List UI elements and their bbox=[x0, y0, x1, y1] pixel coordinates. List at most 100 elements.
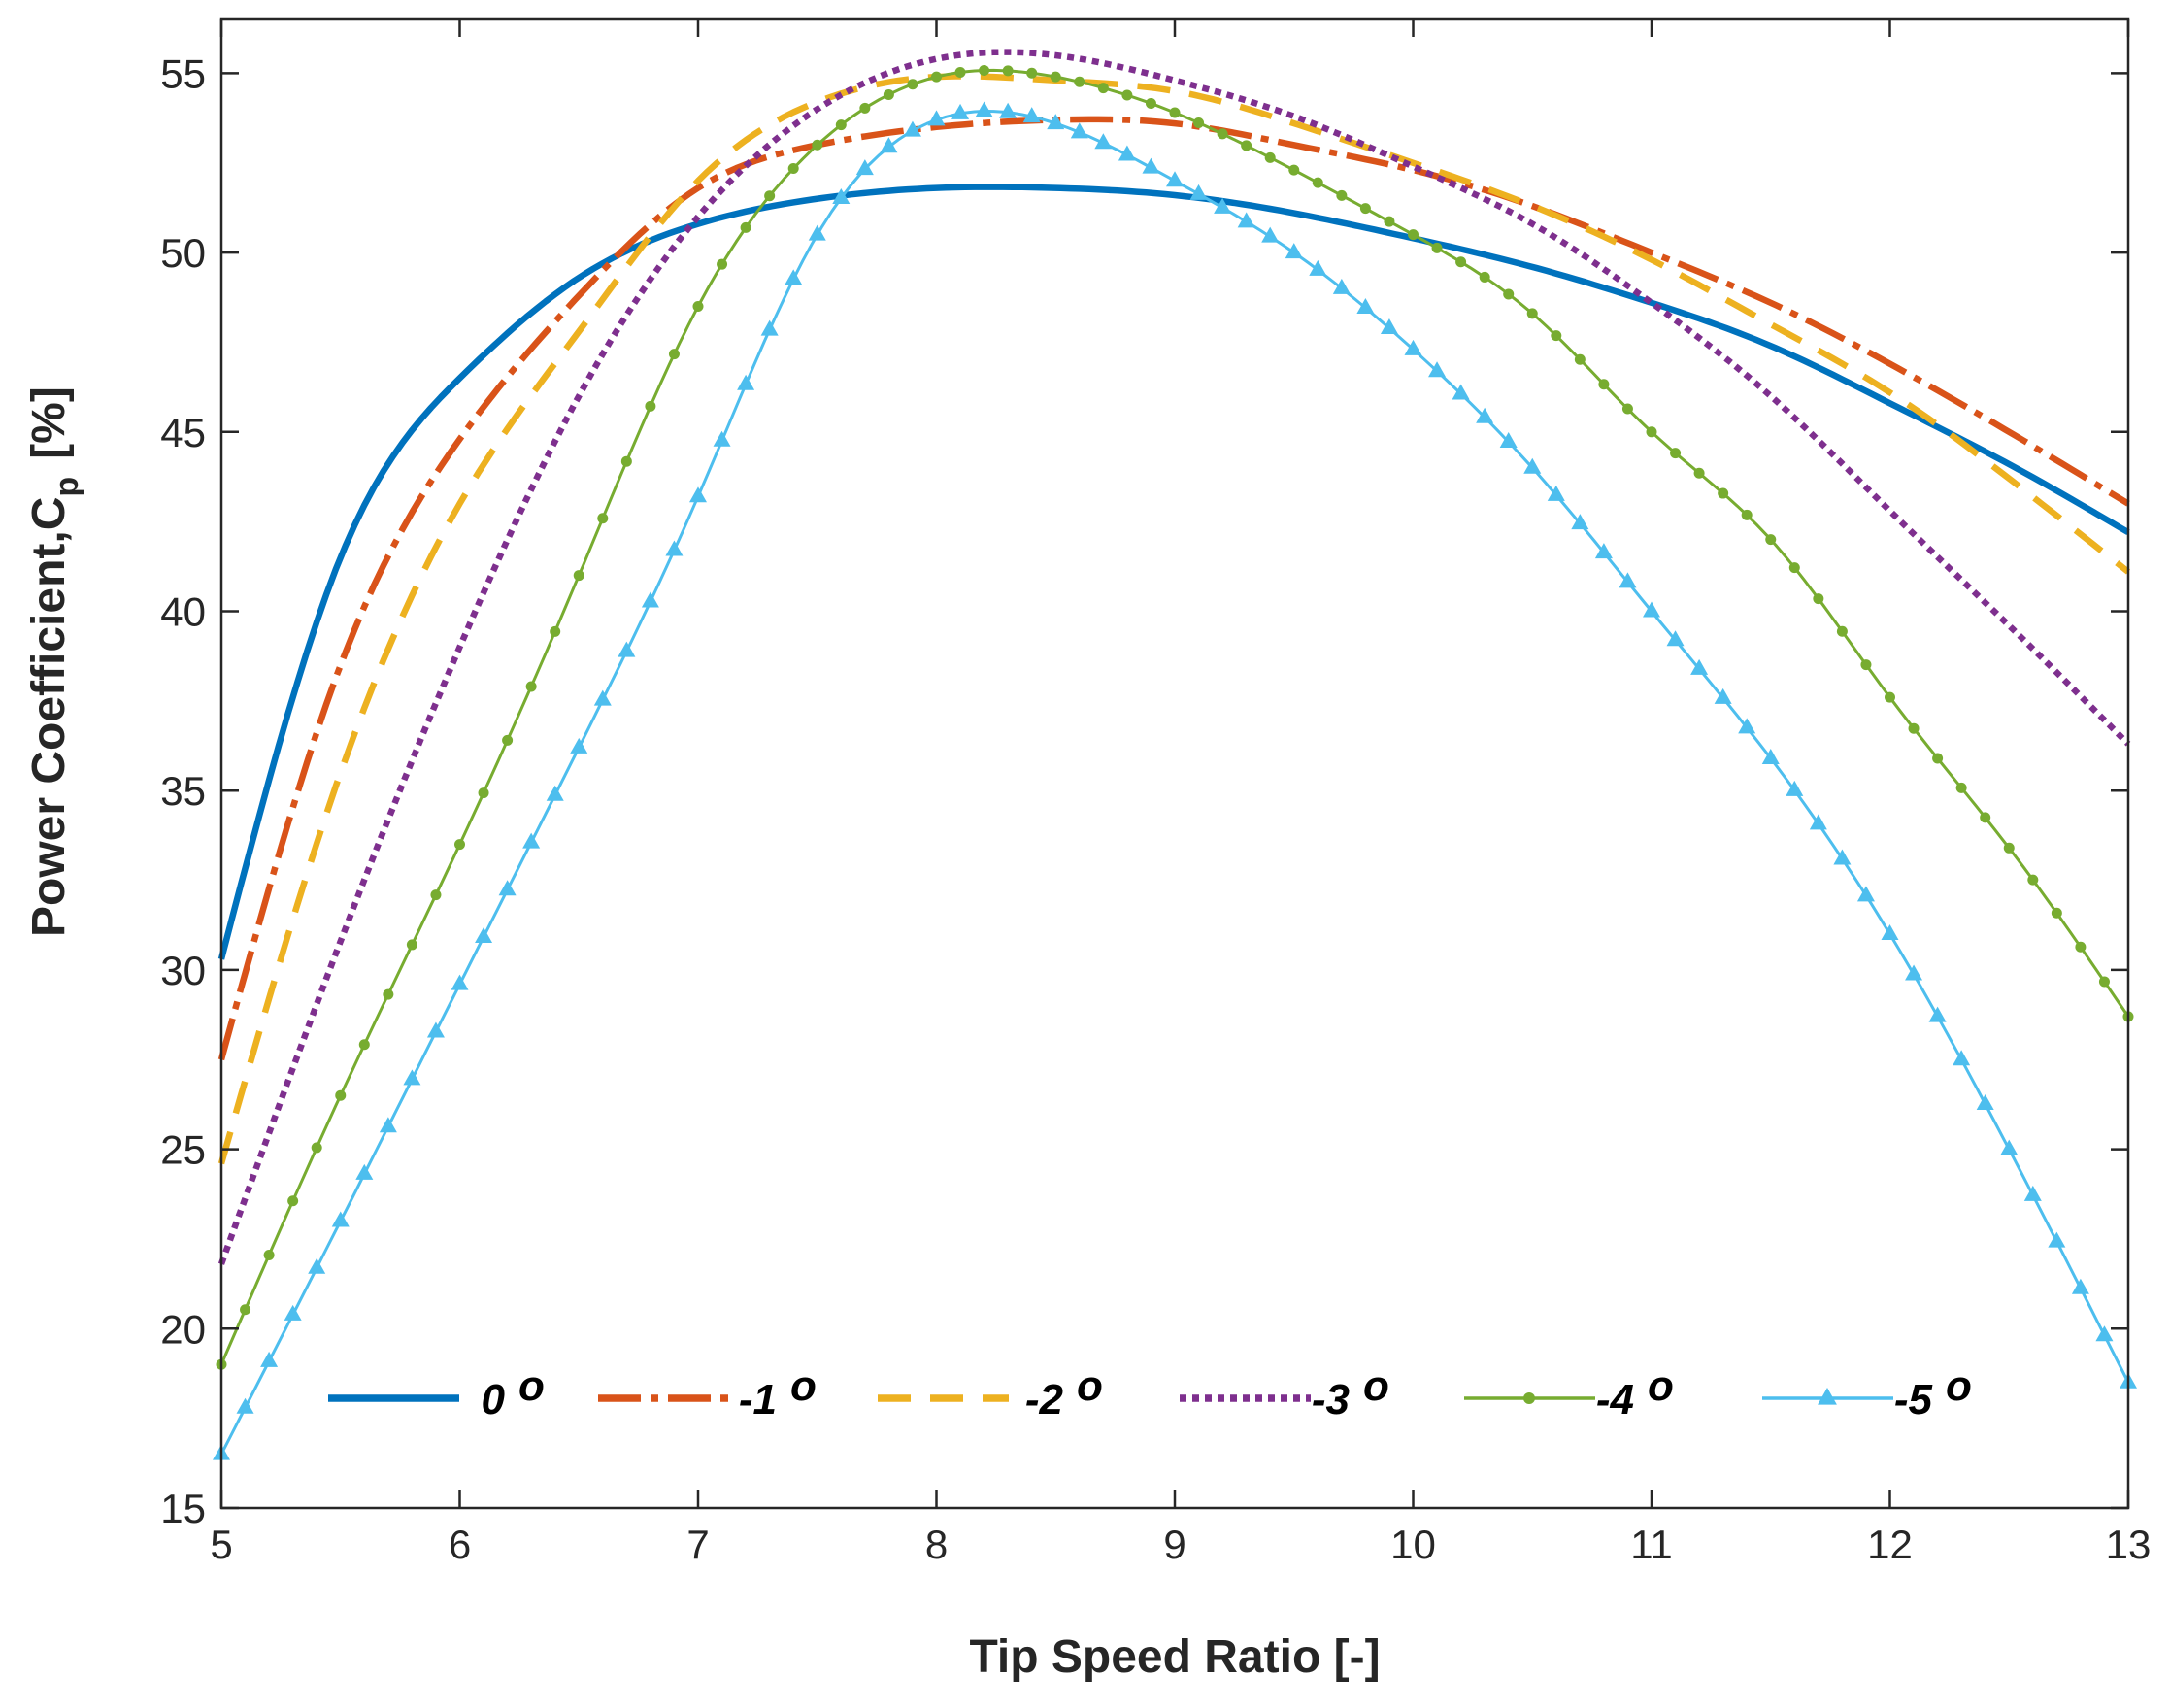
y-tick-label: 25 bbox=[160, 1127, 206, 1173]
data-point bbox=[406, 939, 417, 951]
data-point bbox=[1241, 140, 1252, 151]
legend-degree: o bbox=[1077, 1362, 1103, 1410]
data-point bbox=[1574, 353, 1586, 365]
data-point bbox=[1928, 1006, 1947, 1022]
data-point bbox=[478, 787, 489, 799]
legend-degree: o bbox=[1946, 1362, 1972, 1410]
data-point bbox=[975, 101, 993, 117]
y-tick-label: 35 bbox=[160, 768, 206, 814]
data-point bbox=[951, 103, 970, 119]
data-point bbox=[1738, 718, 1756, 734]
legend-label: 0 bbox=[482, 1376, 506, 1423]
data-point bbox=[1356, 298, 1375, 315]
y-tick-label: 55 bbox=[160, 50, 206, 96]
x-tick-label: 13 bbox=[2106, 1522, 2152, 1567]
data-point bbox=[331, 1211, 350, 1227]
x-tick-label: 6 bbox=[449, 1522, 471, 1567]
data-point bbox=[1503, 288, 1515, 300]
data-point bbox=[1741, 509, 1753, 520]
data-point bbox=[451, 974, 469, 990]
data-point bbox=[1050, 71, 1061, 83]
data-point bbox=[240, 1304, 251, 1316]
data-point bbox=[335, 1089, 347, 1101]
legend-degree: o bbox=[1363, 1362, 1389, 1410]
data-point bbox=[785, 269, 803, 285]
data-point bbox=[593, 689, 612, 706]
x-tick-label: 8 bbox=[925, 1522, 948, 1567]
data-point bbox=[1002, 65, 1014, 77]
data-point bbox=[1264, 151, 1276, 163]
data-point bbox=[2027, 874, 2039, 886]
data-point bbox=[979, 65, 990, 77]
data-point bbox=[1523, 457, 1542, 474]
data-point bbox=[931, 71, 942, 83]
data-point bbox=[525, 681, 537, 692]
data-point bbox=[383, 988, 394, 1000]
data-point bbox=[1571, 514, 1589, 530]
data-point bbox=[2003, 842, 2015, 854]
data-point bbox=[502, 734, 514, 746]
data-point bbox=[1643, 601, 1660, 618]
data-point bbox=[2075, 941, 2087, 953]
y-tick-label: 20 bbox=[160, 1306, 206, 1352]
data-point bbox=[1022, 107, 1041, 123]
legend-label: -4 bbox=[1596, 1376, 1634, 1423]
data-point bbox=[2071, 1278, 2089, 1294]
data-point bbox=[1476, 407, 1494, 423]
y-axis-title-group: Power Coefficient,Cp [%] bbox=[23, 386, 85, 937]
data-point bbox=[1809, 814, 1827, 830]
data-point bbox=[1431, 242, 1443, 253]
data-point bbox=[570, 737, 588, 754]
data-point bbox=[1121, 89, 1133, 101]
legend-label: -3 bbox=[1312, 1376, 1350, 1423]
data-point bbox=[1980, 812, 1991, 823]
data-point bbox=[1690, 658, 1709, 675]
data-point bbox=[2095, 1325, 2114, 1342]
y-axis-title-subscript: p bbox=[49, 477, 85, 497]
data-point bbox=[1070, 122, 1088, 139]
legend: 0 o -1 o -2 o -3 o -4 o -5 o bbox=[328, 1362, 1972, 1423]
data-point bbox=[665, 540, 684, 556]
data-point bbox=[883, 88, 894, 100]
y-axis-title-main: Power Coefficient,C bbox=[23, 497, 75, 937]
data-point bbox=[546, 785, 564, 801]
data-point bbox=[1214, 197, 1232, 214]
data-point bbox=[740, 221, 751, 233]
data-point bbox=[1885, 691, 1895, 703]
data-point bbox=[760, 319, 779, 336]
data-point bbox=[1332, 278, 1351, 294]
data-point bbox=[927, 110, 946, 126]
data-point bbox=[550, 625, 561, 637]
x-tick-label: 9 bbox=[1163, 1522, 1185, 1567]
data-point bbox=[287, 1195, 299, 1207]
data-point bbox=[1551, 330, 1562, 342]
data-point bbox=[1380, 318, 1398, 335]
legend-item: -5 o bbox=[1762, 1362, 1972, 1423]
data-point bbox=[1026, 67, 1038, 79]
y-tick-label: 45 bbox=[160, 410, 206, 455]
data-point bbox=[907, 79, 918, 90]
data-point bbox=[1932, 753, 1944, 764]
legend-marker bbox=[1523, 1392, 1535, 1404]
data-point bbox=[308, 1257, 326, 1274]
data-point bbox=[358, 1039, 370, 1051]
data-point bbox=[1908, 722, 1920, 734]
series-markers bbox=[216, 65, 2134, 1370]
data-point bbox=[1714, 687, 1732, 704]
data-point bbox=[832, 187, 851, 204]
data-point bbox=[1836, 625, 1848, 637]
data-point bbox=[1619, 572, 1637, 588]
data-point bbox=[2051, 907, 2062, 919]
data-point bbox=[1285, 243, 1303, 259]
data-point bbox=[2098, 976, 2110, 988]
data-point bbox=[1217, 128, 1228, 140]
data-point bbox=[1288, 164, 1300, 176]
data-point bbox=[1955, 782, 1967, 793]
data-point bbox=[260, 1351, 279, 1367]
series-line bbox=[217, 73, 2131, 1165]
legend-item: -4 o bbox=[1464, 1362, 1674, 1423]
data-point bbox=[403, 1069, 421, 1086]
y-axis-title-unit: [%] bbox=[23, 386, 75, 459]
data-point bbox=[618, 641, 636, 657]
data-point bbox=[1976, 1093, 1994, 1110]
